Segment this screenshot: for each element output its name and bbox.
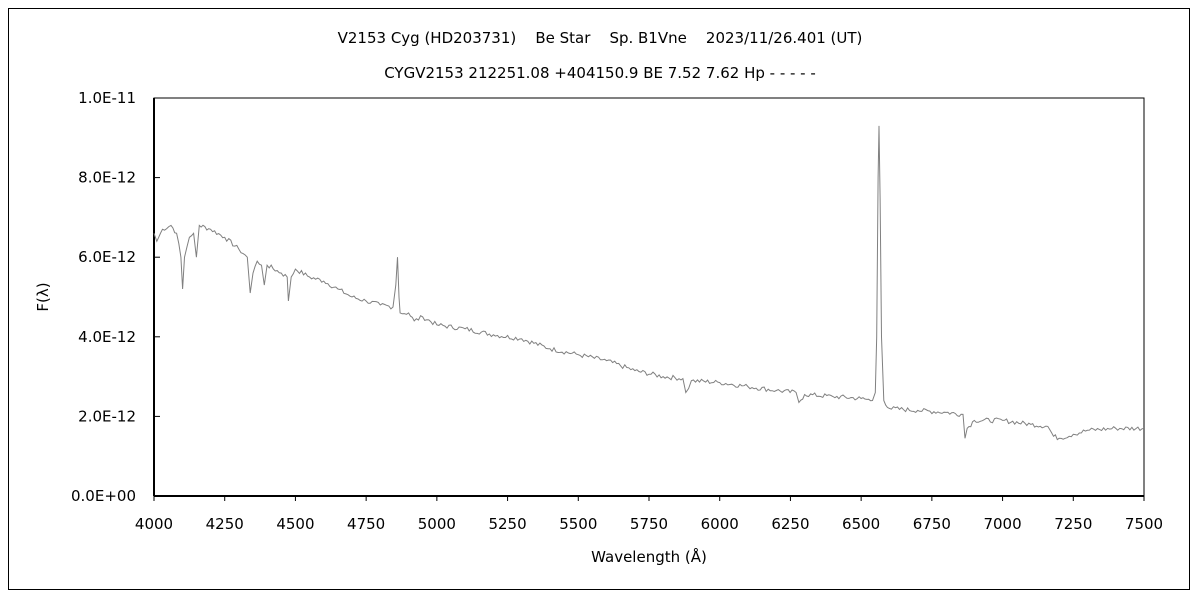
- chart-subtitle: CYGV2153 212251.08 +404150.9 BE 7.52 7.6…: [384, 64, 816, 82]
- y-tick-label: 4.0E-12: [78, 328, 136, 346]
- x-tick-label: 6000: [701, 515, 739, 533]
- y-tick-label: 6.0E-12: [78, 248, 136, 266]
- x-tick-label: 7000: [983, 515, 1021, 533]
- plot-area: [153, 97, 1145, 497]
- x-tick-label: 7250: [1054, 515, 1092, 533]
- x-tick-label: 4500: [276, 515, 314, 533]
- x-tick-label: 6750: [913, 515, 951, 533]
- x-tick-label: 5500: [559, 515, 597, 533]
- chart-frame: [8, 8, 1190, 590]
- x-tick-label: 7500: [1125, 515, 1163, 533]
- x-tick-label: 5750: [630, 515, 668, 533]
- x-tick-label: 6250: [771, 515, 809, 533]
- chart-title: V2153 Cyg (HD203731) Be Star Sp. B1Vne 2…: [337, 29, 863, 47]
- y-tick-label: 0.0E+00: [71, 487, 136, 505]
- y-axis-label: F(λ): [34, 282, 52, 311]
- x-tick-label: 4000: [135, 515, 173, 533]
- x-tick-label: 6500: [842, 515, 880, 533]
- x-tick-label: 4250: [206, 515, 244, 533]
- y-tick-label: 2.0E-12: [78, 407, 136, 425]
- y-tick-label: 1.0E-11: [78, 89, 136, 107]
- x-tick-label: 5000: [418, 515, 456, 533]
- x-axis-label: Wavelength (Å): [591, 547, 707, 566]
- x-tick-label: 5250: [488, 515, 526, 533]
- spectrum-line: [153, 125, 1145, 441]
- x-tick-label: 4750: [347, 515, 385, 533]
- y-tick-label: 8.0E-12: [78, 169, 136, 187]
